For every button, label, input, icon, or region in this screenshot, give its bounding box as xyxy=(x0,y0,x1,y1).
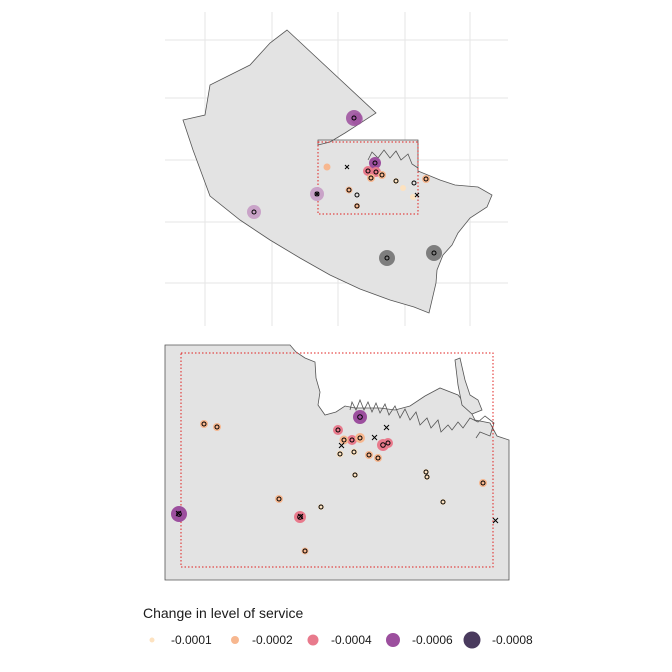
legend-item: -0.0008 xyxy=(463,631,533,649)
legend-swatch-icon xyxy=(149,637,155,643)
overview-map xyxy=(165,12,508,326)
region-polygon xyxy=(182,29,493,314)
coastline-detail xyxy=(367,149,419,169)
legend-label: -0.0002 xyxy=(252,633,293,647)
legend-swatch-icon xyxy=(231,636,239,644)
legend-swatch-icon xyxy=(463,631,481,649)
extent-box xyxy=(317,141,419,215)
legend-label: -0.0008 xyxy=(492,633,533,647)
overview-markers xyxy=(247,110,442,266)
legend-label: -0.0004 xyxy=(331,633,372,647)
legend-item: -0.0006 xyxy=(386,633,453,647)
legend-title: Change in level of service xyxy=(143,605,304,621)
inset-extent-box xyxy=(180,352,494,568)
legend-item: -0.0002 xyxy=(231,633,293,647)
legend-swatch-icon xyxy=(307,634,319,646)
legend-label: -0.0006 xyxy=(412,633,453,647)
inset-piers xyxy=(349,398,495,439)
legend-item: -0.0004 xyxy=(307,633,372,647)
inset-map xyxy=(164,344,510,581)
legend-label: -0.0001 xyxy=(171,633,212,647)
inset-land-north xyxy=(454,357,483,415)
legend: Change in level of service -0.0001 -0.00… xyxy=(143,605,533,649)
inset-land xyxy=(164,344,510,581)
inset-markers xyxy=(171,410,499,555)
legend-item: -0.0001 xyxy=(149,633,212,647)
legend-swatch-icon xyxy=(386,633,400,647)
